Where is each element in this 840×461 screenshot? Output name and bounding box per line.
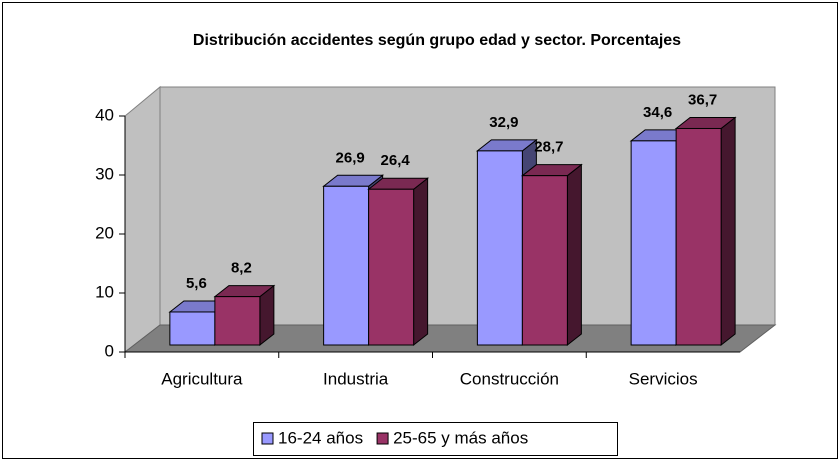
bar — [675, 127, 722, 346]
bar — [476, 150, 523, 346]
bar — [521, 175, 568, 346]
bar-side — [720, 116, 736, 347]
x-tick-label: Industria — [323, 369, 389, 388]
value-label: 26,4 — [381, 152, 411, 169]
bar — [368, 188, 415, 346]
bar-side — [413, 177, 429, 347]
x-tick-label: Servicios — [629, 369, 698, 388]
x-tick-label: Construcción — [460, 369, 559, 388]
legend-label: 25-65 y más años — [393, 428, 528, 447]
bar — [323, 185, 370, 346]
bar — [214, 296, 261, 346]
bar — [630, 140, 677, 346]
legend-swatch — [376, 432, 389, 445]
side-wall — [124, 85, 161, 354]
value-label: 36,7 — [688, 91, 717, 108]
y-tick-label: 10 — [95, 282, 114, 301]
value-label: 26,9 — [336, 149, 365, 166]
x-tick-label: Agricultura — [161, 369, 243, 388]
bar-side — [566, 163, 582, 347]
y-tick-label: 20 — [95, 223, 114, 242]
legend — [253, 422, 618, 456]
value-label: 34,6 — [643, 104, 672, 121]
value-label: 32,9 — [489, 114, 518, 131]
value-label: 5,6 — [186, 275, 207, 292]
y-tick-label: 30 — [95, 164, 114, 183]
legend-label: 16-24 años — [278, 428, 363, 447]
y-tick-label: 0 — [105, 341, 114, 360]
value-label: 8,2 — [231, 260, 252, 277]
value-label: 28,7 — [534, 139, 563, 156]
legend-swatch — [261, 432, 274, 445]
chart-title: Distribución accidentes según grupo edad… — [193, 32, 681, 49]
y-tick-label: 40 — [95, 105, 114, 124]
bar — [169, 311, 216, 346]
